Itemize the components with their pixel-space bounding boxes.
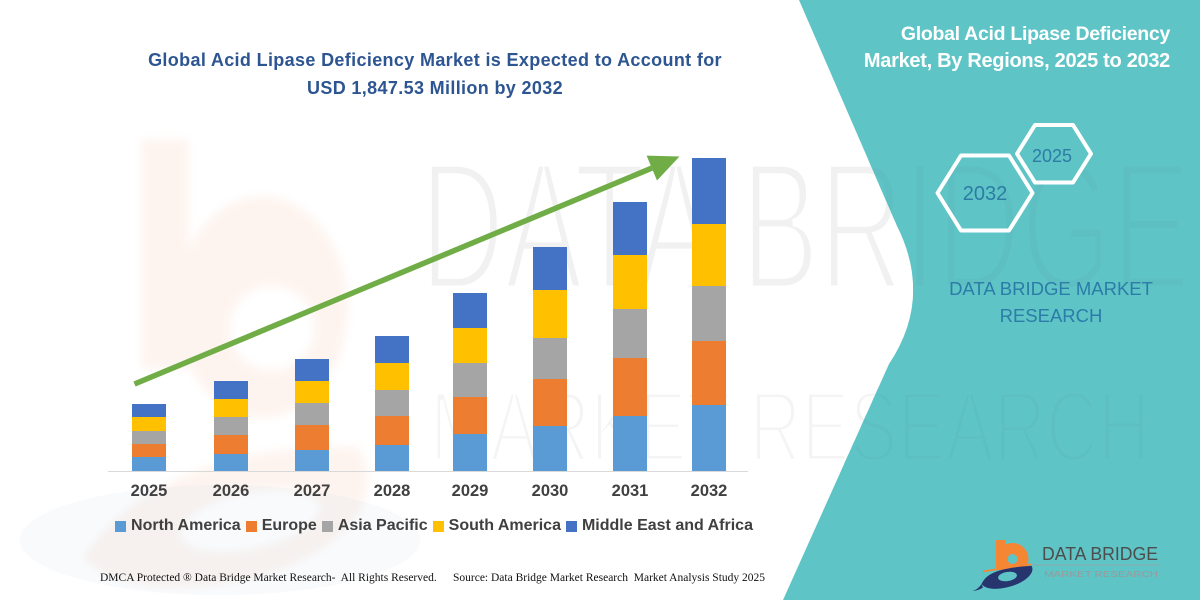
svg-text:2032: 2032: [963, 183, 1008, 205]
svg-text:MARKET RESEARCH: MARKET RESEARCH: [1044, 570, 1158, 579]
svg-text:2025: 2025: [1032, 146, 1072, 166]
svg-text:DATA BRIDGE: DATA BRIDGE: [1042, 544, 1158, 564]
